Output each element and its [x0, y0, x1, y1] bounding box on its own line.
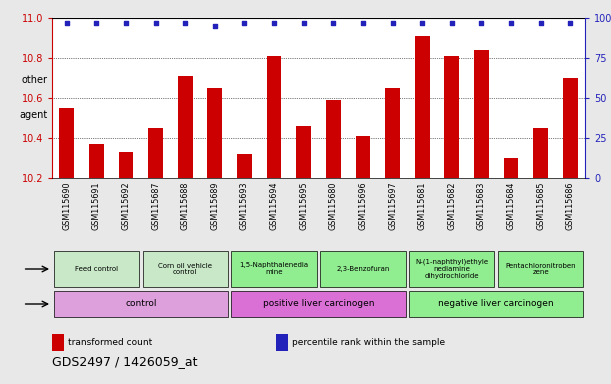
Bar [142, 250, 228, 288]
Bar [415, 36, 430, 178]
Point [62, 20, 71, 26]
Point [358, 20, 368, 26]
Point [536, 20, 546, 26]
Bar [59, 108, 74, 178]
Text: GSM115694: GSM115694 [269, 182, 279, 230]
Text: control: control [125, 300, 156, 308]
Bar [148, 128, 163, 178]
Text: 2,3-Benzofuran: 2,3-Benzofuran [336, 266, 390, 272]
Bar [320, 250, 406, 288]
Bar [326, 100, 341, 178]
Point [387, 20, 397, 26]
Bar [52, 334, 64, 351]
Point [565, 20, 575, 26]
Text: GSM115691: GSM115691 [92, 182, 101, 230]
Point [477, 20, 486, 26]
Point [151, 20, 161, 26]
Text: GSM115688: GSM115688 [181, 182, 190, 230]
Text: Feed control: Feed control [75, 266, 118, 272]
Bar [276, 334, 288, 351]
Bar [385, 88, 400, 178]
Text: other: other [22, 75, 48, 85]
Point [299, 20, 309, 26]
Text: agent: agent [20, 110, 48, 120]
Text: GSM115692: GSM115692 [122, 182, 131, 230]
Text: GSM115693: GSM115693 [240, 182, 249, 230]
Point [92, 20, 101, 26]
Point [447, 20, 456, 26]
Text: GSM115685: GSM115685 [536, 182, 545, 230]
Bar [409, 291, 584, 316]
Text: N-(1-naphthyl)ethyle
nediamine
dihydrochloride: N-(1-naphthyl)ethyle nediamine dihydroch… [415, 259, 488, 279]
Text: positive liver carcinogen: positive liver carcinogen [263, 300, 375, 308]
Text: Pentachloronitroben
zene: Pentachloronitroben zene [505, 263, 576, 275]
Text: GDS2497 / 1426059_at: GDS2497 / 1426059_at [52, 355, 197, 368]
Text: Corn oil vehicle
control: Corn oil vehicle control [158, 263, 212, 275]
Bar [237, 154, 252, 178]
Text: 1,5-Naphthalenedia
mine: 1,5-Naphthalenedia mine [240, 263, 309, 275]
Bar [563, 78, 577, 178]
Text: negative liver carcinogen: negative liver carcinogen [438, 300, 554, 308]
Bar [503, 158, 518, 178]
Text: GSM115686: GSM115686 [566, 182, 575, 230]
Bar [232, 291, 406, 316]
Point [210, 23, 220, 29]
Bar [474, 50, 489, 178]
Text: GSM115697: GSM115697 [388, 182, 397, 230]
Text: percentile rank within the sample: percentile rank within the sample [292, 338, 445, 347]
Text: GSM115689: GSM115689 [210, 182, 219, 230]
Text: GSM115695: GSM115695 [299, 182, 308, 230]
Point [240, 20, 249, 26]
Text: GSM115687: GSM115687 [151, 182, 160, 230]
Bar [409, 250, 494, 288]
Text: transformed count: transformed count [68, 338, 152, 347]
Bar [89, 144, 104, 178]
Bar [178, 76, 192, 178]
Point [506, 20, 516, 26]
Bar [208, 88, 222, 178]
Bar [498, 250, 584, 288]
Point [180, 20, 190, 26]
Point [121, 20, 131, 26]
Text: GSM115681: GSM115681 [418, 182, 426, 230]
Bar [533, 128, 548, 178]
Point [269, 20, 279, 26]
Point [417, 20, 427, 26]
Text: GSM115696: GSM115696 [359, 182, 367, 230]
Text: GSM115683: GSM115683 [477, 182, 486, 230]
Bar [444, 56, 459, 178]
Bar [119, 152, 133, 178]
Bar [54, 291, 228, 316]
Bar [296, 126, 311, 178]
Bar [54, 250, 139, 288]
Text: GSM115684: GSM115684 [507, 182, 516, 230]
Text: GSM115680: GSM115680 [329, 182, 338, 230]
Bar [266, 56, 282, 178]
Bar [232, 250, 316, 288]
Point [329, 20, 338, 26]
Text: GSM115682: GSM115682 [447, 182, 456, 230]
Text: GSM115690: GSM115690 [62, 182, 71, 230]
Bar [356, 136, 370, 178]
